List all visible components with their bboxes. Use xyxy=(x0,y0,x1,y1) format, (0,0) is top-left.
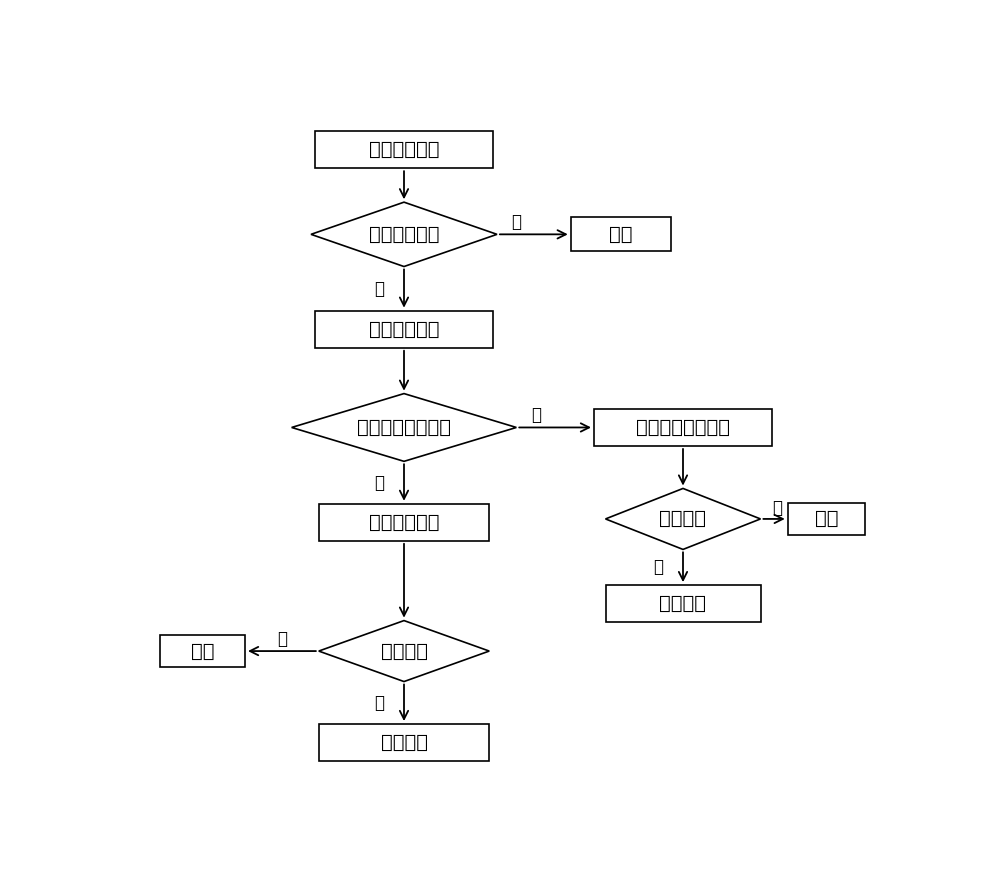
Text: 选择手动启停命令: 选择手动启停命令 xyxy=(636,418,730,437)
FancyBboxPatch shape xyxy=(315,131,493,168)
Text: 否: 否 xyxy=(277,630,287,648)
Polygon shape xyxy=(292,393,516,461)
Text: 退出: 退出 xyxy=(609,225,633,244)
Text: 是: 是 xyxy=(375,280,385,297)
Text: 切换设备: 切换设备 xyxy=(380,733,428,752)
Text: 否: 否 xyxy=(511,213,521,231)
FancyBboxPatch shape xyxy=(788,502,865,535)
Polygon shape xyxy=(311,202,497,267)
Text: 控制模式设定: 控制模式设定 xyxy=(369,319,439,339)
FancyBboxPatch shape xyxy=(571,217,671,252)
Text: 退出: 退出 xyxy=(191,642,214,661)
Text: 确认执行: 确认执行 xyxy=(660,510,706,528)
Polygon shape xyxy=(319,620,489,681)
Text: 选择切换命令: 选择切换命令 xyxy=(369,513,439,532)
Text: 是: 是 xyxy=(375,693,385,712)
Text: 确认执行: 确认执行 xyxy=(380,642,428,661)
Text: 是: 是 xyxy=(654,558,664,576)
Text: 启停设备: 启停设备 xyxy=(660,594,706,613)
FancyBboxPatch shape xyxy=(606,585,761,622)
Text: 否: 否 xyxy=(773,499,783,517)
Text: 否: 否 xyxy=(531,407,541,424)
Polygon shape xyxy=(606,488,761,549)
Text: 判断自动控制模式: 判断自动控制模式 xyxy=(357,418,451,437)
Text: 是: 是 xyxy=(375,473,385,492)
FancyBboxPatch shape xyxy=(319,724,489,761)
FancyBboxPatch shape xyxy=(594,409,772,446)
Text: 退出: 退出 xyxy=(815,510,838,528)
FancyBboxPatch shape xyxy=(315,311,493,348)
Text: 选中操作对象: 选中操作对象 xyxy=(369,140,439,159)
Text: 判断操作权限: 判断操作权限 xyxy=(369,225,439,244)
FancyBboxPatch shape xyxy=(160,634,245,667)
FancyBboxPatch shape xyxy=(319,503,489,541)
